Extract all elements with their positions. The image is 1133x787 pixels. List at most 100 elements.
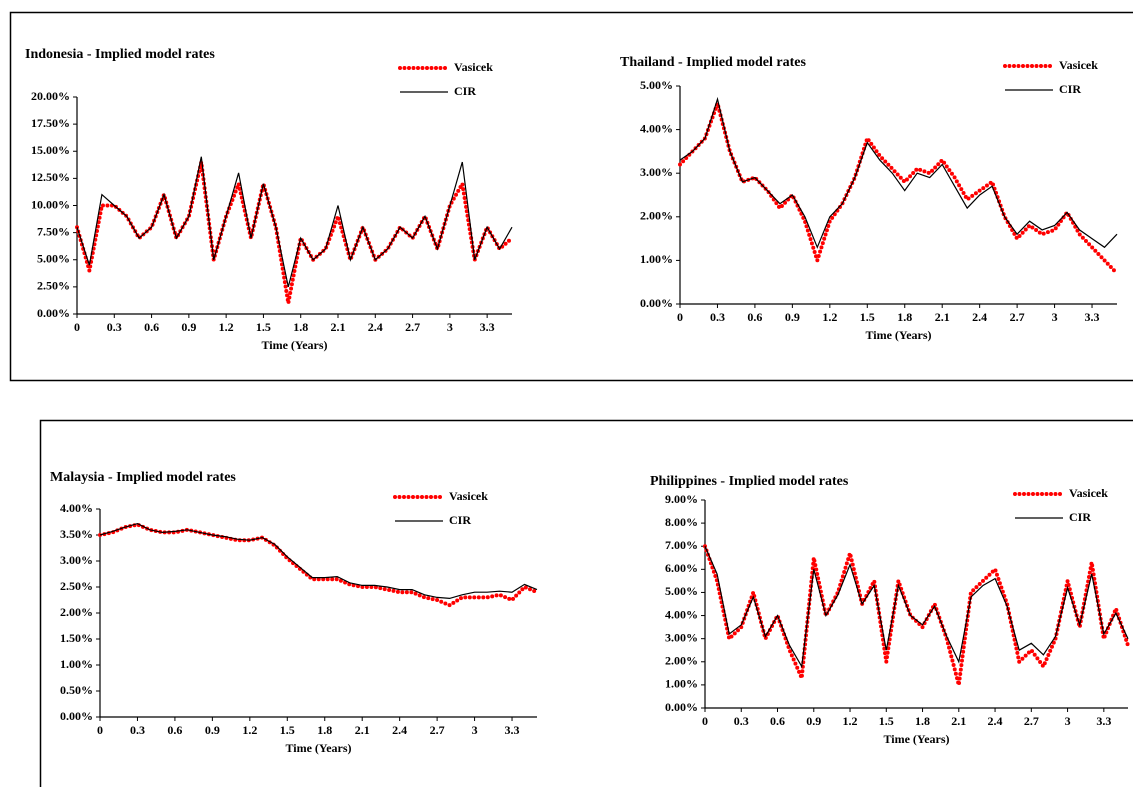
x-tick-label: 3.3 (480, 320, 495, 334)
y-tick-label: 3.00% (60, 553, 93, 567)
x-tick-label: 1.8 (897, 310, 912, 324)
y-tick-label: 15.00% (31, 143, 70, 157)
x-tick-label: 1.8 (293, 320, 308, 334)
y-tick-label: 3.00% (640, 165, 673, 179)
x-tick-label: 2.4 (392, 723, 407, 737)
y-tick-label: 0.50% (60, 683, 93, 697)
y-tick-label: 5.00% (665, 584, 698, 598)
x-tick-label: 0.9 (785, 310, 800, 324)
x-tick-label: 2.1 (331, 320, 346, 334)
y-tick-label: 5.00% (640, 78, 673, 92)
x-tick-label: 2.1 (951, 714, 966, 728)
x-tick-label: 2.7 (405, 320, 420, 334)
y-tick-label: 0.00% (37, 306, 70, 320)
x-tick-label: 3 (1065, 714, 1071, 728)
y-tick-label: 20.00% (31, 89, 70, 103)
x-tick-label: 0.9 (806, 714, 821, 728)
y-tick-label: 6.00% (665, 561, 698, 575)
legend-label: CIR (454, 84, 476, 98)
y-tick-label: 4.00% (640, 121, 673, 135)
x-tick-label: 1.2 (242, 723, 257, 737)
chart-title: Indonesia - Implied model rates (25, 47, 215, 62)
x-tick-label: 0.6 (167, 723, 182, 737)
y-tick-label: 8.00% (665, 515, 698, 529)
y-tick-label: 2.00% (60, 605, 93, 619)
x-tick-label: 3 (1052, 310, 1058, 324)
y-tick-label: 7.00% (665, 538, 698, 552)
x-tick-label: 0 (97, 723, 103, 737)
y-tick-label: 1.50% (60, 631, 93, 645)
legend-label: CIR (449, 513, 471, 527)
x-tick-label: 2.7 (430, 723, 445, 737)
y-tick-label: 1.00% (60, 657, 93, 671)
x-axis-label: Time (Years) (883, 732, 949, 746)
x-tick-label: 0.3 (710, 310, 725, 324)
series-line (98, 522, 539, 608)
series-line (679, 96, 1118, 249)
legend-label: Vasicek (1059, 58, 1098, 72)
chart-title: Thailand - Implied model rates (620, 55, 806, 70)
y-tick-label: 3.00% (665, 630, 698, 644)
x-tick-label: 1.8 (317, 723, 332, 737)
y-tick-label: 2.00% (640, 209, 673, 223)
x-tick-label: 2.1 (355, 723, 370, 737)
x-tick-label: 0.6 (770, 714, 785, 728)
chart-title: Malaysia - Implied model rates (50, 470, 236, 485)
x-axis-label: Time (Years) (865, 328, 931, 342)
y-tick-label: 5.00% (37, 252, 70, 266)
top-frame (9, 11, 1133, 382)
x-tick-label: 3.3 (505, 723, 520, 737)
x-tick-label: 0.3 (734, 714, 749, 728)
y-tick-label: 1.00% (665, 677, 698, 691)
x-tick-label: 3 (447, 320, 453, 334)
x-tick-label: 1.5 (860, 310, 875, 324)
x-tick-label: 1.2 (843, 714, 858, 728)
x-tick-label: 3 (472, 723, 478, 737)
x-tick-label: 2.1 (935, 310, 950, 324)
series-line (704, 545, 1129, 669)
y-tick-label: 3.50% (60, 527, 93, 541)
x-tick-label: 2.4 (988, 714, 1003, 728)
bottom-frame (39, 419, 1133, 787)
x-tick-label: 0.3 (107, 320, 122, 334)
x-tick-label: 2.7 (1024, 714, 1039, 728)
x-tick-label: 0 (74, 320, 80, 334)
x-tick-label: 1.8 (915, 714, 930, 728)
x-tick-label: 0.6 (747, 310, 762, 324)
x-tick-label: 2.4 (368, 320, 383, 334)
y-tick-label: 0.00% (60, 709, 93, 723)
x-tick-label: 1.2 (219, 320, 234, 334)
y-tick-label: 17.50% (31, 116, 70, 130)
y-tick-label: 2.50% (37, 279, 70, 293)
legend-label: Vasicek (449, 489, 488, 503)
chart-title: Philippines - Implied model rates (650, 474, 849, 489)
x-tick-label: 1.5 (256, 320, 271, 334)
x-tick-label: 1.2 (822, 310, 837, 324)
x-tick-label: 0.6 (144, 320, 159, 334)
series-line (76, 156, 513, 288)
x-tick-label: 0 (677, 310, 683, 324)
series-line (678, 96, 1119, 276)
legend-label: CIR (1059, 82, 1081, 96)
x-tick-label: 3.3 (1085, 310, 1100, 324)
y-tick-label: 0.00% (665, 700, 698, 714)
legend-label: CIR (1069, 510, 1091, 524)
series-line (703, 544, 1130, 686)
legend-label: Vasicek (454, 60, 493, 74)
x-tick-label: 0.9 (181, 320, 196, 334)
x-axis-label: Time (Years) (285, 741, 351, 755)
y-tick-label: 2.50% (60, 579, 93, 593)
y-tick-label: 0.00% (640, 296, 673, 310)
y-tick-label: 1.00% (640, 252, 673, 266)
x-tick-label: 0.9 (205, 723, 220, 737)
y-tick-label: 2.00% (665, 654, 698, 668)
y-tick-label: 4.00% (60, 501, 93, 515)
x-tick-label: 3.3 (1096, 714, 1111, 728)
series-line (99, 522, 538, 600)
x-tick-label: 1.5 (879, 714, 894, 728)
x-tick-label: 2.7 (1010, 310, 1025, 324)
x-tick-label: 0 (702, 714, 708, 728)
y-tick-label: 9.00% (665, 492, 698, 506)
x-tick-label: 2.4 (972, 310, 987, 324)
x-axis-label: Time (Years) (261, 338, 327, 352)
